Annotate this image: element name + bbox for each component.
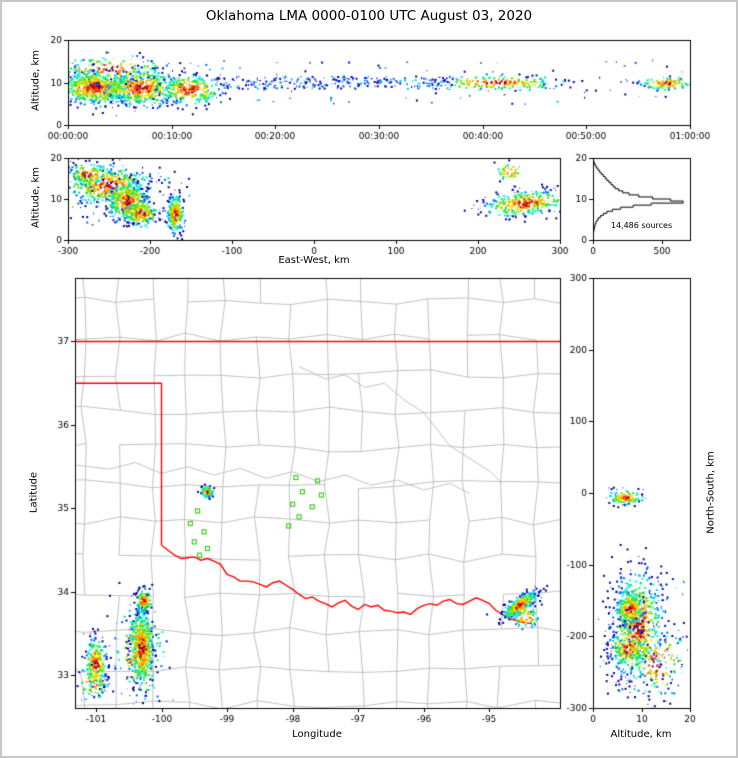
figure-title: Oklahoma LMA 0000-0100 UTC August 03, 20… bbox=[205, 8, 533, 24]
sources-count-label: 14,486 sources bbox=[610, 221, 673, 230]
map-panel-y-axis-label: Latitude bbox=[28, 471, 40, 514]
map-panel-x-axis-label: Longitude bbox=[292, 729, 342, 740]
ns-panel-y-axis-label: North-South, km bbox=[705, 451, 717, 534]
ns-panel-x-axis-label: Altitude, km bbox=[610, 729, 672, 740]
ew-panel-y-axis-label: Altitude, km bbox=[30, 167, 42, 228]
ew-panel-x-axis-label: East-West, km bbox=[278, 255, 350, 266]
time-panel-y-axis-label: Altitude, km bbox=[30, 50, 42, 111]
